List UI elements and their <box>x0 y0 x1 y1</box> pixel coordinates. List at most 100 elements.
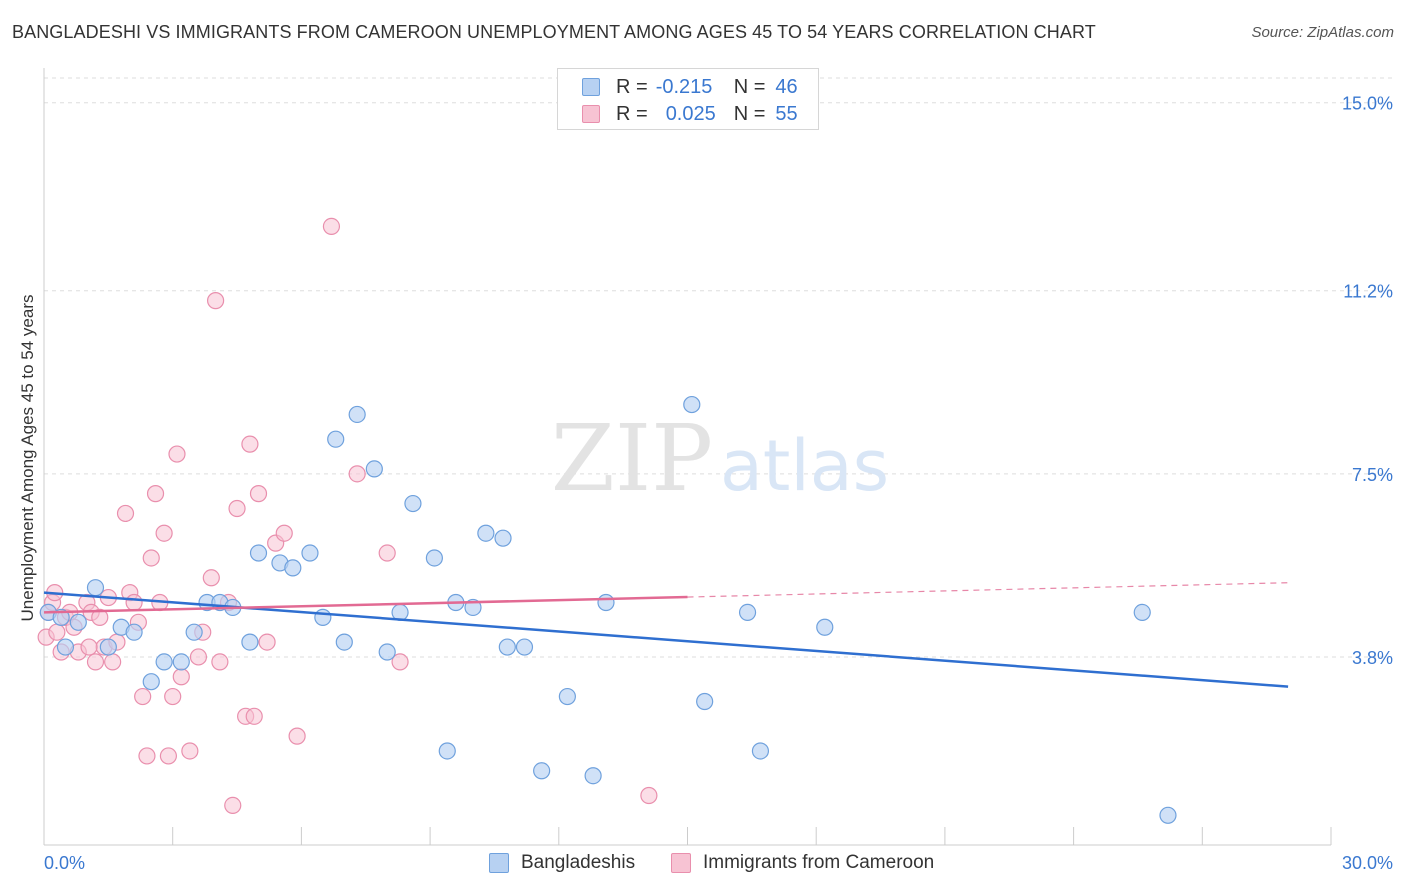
source-label: Source: ZipAtlas.com <box>1251 24 1394 41</box>
point-cameroon <box>164 687 182 706</box>
point-cameroon <box>48 623 66 641</box>
point-cameroon <box>155 524 173 542</box>
point-bangladeshis <box>327 430 345 448</box>
point-cameroon <box>224 796 242 815</box>
point-bangladeshis <box>1133 603 1151 622</box>
point-cameroon <box>125 593 143 612</box>
point-cameroon <box>322 217 341 236</box>
y-tick-label: 7.5% <box>1352 465 1393 485</box>
point-bangladeshis <box>348 405 366 424</box>
point-bangladeshis <box>515 638 534 656</box>
point-bangladeshis <box>284 559 302 577</box>
point-bangladeshis <box>533 762 551 780</box>
point-cameroon <box>159 747 178 765</box>
point-bangladeshis <box>99 638 117 656</box>
legend-swatch-blue <box>489 853 509 873</box>
point-cameroon <box>142 549 160 567</box>
point-bangladeshis <box>155 653 173 671</box>
point-bangladeshis <box>365 460 383 478</box>
y-tick-label: 3.8% <box>1352 648 1393 668</box>
point-cameroon <box>275 524 293 542</box>
legend-n-label: N = <box>733 102 766 125</box>
point-cameroon <box>245 707 263 725</box>
legend-n-value: 46 <box>775 75 798 98</box>
legend-r-label: R = <box>616 75 648 98</box>
point-bangladeshis <box>142 673 160 691</box>
point-bangladeshis <box>498 638 516 656</box>
point-bangladeshis <box>816 618 834 636</box>
point-cameroon <box>80 638 98 656</box>
trend-lines <box>43 582 1289 688</box>
y-tick-label: 15.0% <box>1342 94 1393 114</box>
watermark-atlas: atlas <box>720 425 889 507</box>
point-bangladeshis <box>185 623 203 641</box>
y-axis-title: Unemployment Among Ages 45 to 54 years <box>18 294 37 622</box>
point-bangladeshis <box>301 544 319 562</box>
point-cameroon <box>348 465 366 483</box>
point-bangladeshis <box>558 687 576 706</box>
point-cameroon <box>116 504 135 523</box>
legend-r-value: 0.025 <box>665 102 716 125</box>
point-bangladeshis <box>477 524 495 542</box>
point-bangladeshis <box>696 692 714 711</box>
series-cameroon-points <box>37 217 658 815</box>
legend-row-cameroon: R = 0.025 N = 55 <box>582 101 798 127</box>
point-bangladeshis <box>335 633 353 651</box>
watermark-zip: ZIP <box>551 405 713 512</box>
legend-r-value: -0.215 <box>655 75 713 98</box>
point-bangladeshis <box>597 593 615 612</box>
point-bangladeshis <box>438 742 456 760</box>
chart-title: BANGLADESHI VS IMMIGRANTS FROM CAMEROON … <box>12 22 1096 42</box>
point-cameroon <box>168 445 186 463</box>
point-cameroon <box>211 653 229 671</box>
legend-n-label: N = <box>733 75 766 98</box>
point-cameroon <box>86 653 105 671</box>
point-bangladeshis <box>683 395 701 414</box>
point-cameroon <box>258 633 276 651</box>
point-cameroon <box>189 648 208 666</box>
point-cameroon <box>249 485 268 503</box>
point-bangladeshis <box>56 638 75 656</box>
point-cameroon <box>391 653 409 671</box>
legend-n-value: 55 <box>775 102 798 125</box>
legend-label: Bangladeshis <box>521 852 636 873</box>
point-cameroon <box>207 292 225 310</box>
point-bangladeshis <box>494 529 512 547</box>
legend-row-bangladeshis: R = -0.215 N = 46 <box>582 74 798 100</box>
legend-r-label: R = <box>616 102 648 125</box>
point-bangladeshis <box>172 653 190 671</box>
point-cameroon <box>640 786 658 805</box>
tick-labels: 3.8% 7.5% 11.2% 15.0% 0.0% 30.0% <box>44 94 1393 873</box>
point-bangladeshis <box>249 544 268 562</box>
trend-line-cameroon <box>43 595 688 614</box>
point-cameroon <box>104 653 122 671</box>
point-cameroon <box>241 435 259 453</box>
point-cameroon <box>138 747 156 765</box>
legend-item-bangladeshis: Bangladeshis <box>489 852 635 874</box>
series-bangladeshis-points <box>39 395 1177 824</box>
point-cameroon <box>172 668 190 686</box>
point-cameroon <box>91 608 109 626</box>
point-bangladeshis <box>378 643 396 661</box>
legend-swatch-blue <box>582 78 600 96</box>
axes <box>43 68 1332 846</box>
gridlines <box>44 77 1395 658</box>
y-tick-label: 11.2% <box>1343 282 1393 302</box>
point-bangladeshis <box>1159 806 1177 824</box>
point-cameroon <box>134 687 152 706</box>
point-cameroon <box>288 727 306 745</box>
point-cameroon <box>146 485 165 503</box>
point-bangladeshis <box>404 494 422 513</box>
point-bangladeshis <box>425 549 443 567</box>
point-cameroon <box>181 742 199 760</box>
point-bangladeshis <box>314 608 332 626</box>
point-bangladeshis <box>86 579 105 597</box>
trend-line-cameroon-extension <box>687 582 1289 598</box>
legend-swatch-pink <box>671 853 691 873</box>
x-tick-label-max: 30.0% <box>1342 853 1393 873</box>
watermark: ZIP atlas <box>551 405 889 512</box>
point-bangladeshis <box>52 608 70 626</box>
legend-label: Immigrants from Cameroon <box>703 852 935 873</box>
point-bangladeshis <box>125 623 143 641</box>
